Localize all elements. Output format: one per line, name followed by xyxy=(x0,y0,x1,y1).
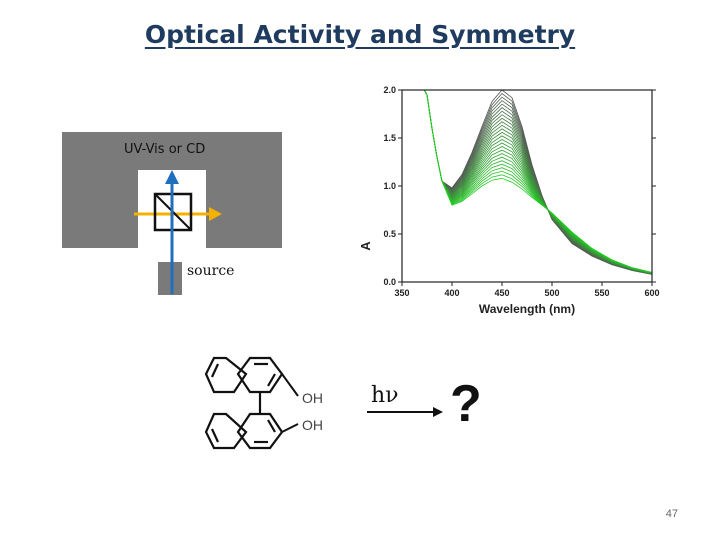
lower-oh-label: OH xyxy=(302,417,323,433)
x-tick-label: 450 xyxy=(494,288,509,298)
slide-title: Optical Activity and Symmetry xyxy=(144,20,576,49)
y-tick-label: 0.0 xyxy=(383,277,396,287)
lower-c-o-bond xyxy=(281,423,299,433)
binol-structure: OH OH xyxy=(204,356,323,450)
x-tick-label: 350 xyxy=(394,288,409,298)
upper-naphthalene xyxy=(204,356,284,394)
x-tick-label: 600 xyxy=(644,288,659,298)
y-tick-label: 2.0 xyxy=(383,86,396,95)
source-block xyxy=(158,262,182,295)
spectrum-series-line xyxy=(423,90,652,273)
vertical-beam-arrowhead xyxy=(165,170,179,184)
upper-c-o-bond xyxy=(281,373,299,397)
source-label: source xyxy=(187,263,235,279)
page-number: 47 xyxy=(665,508,678,520)
y-axis-label: A xyxy=(358,241,373,251)
y-tick-label: 1.0 xyxy=(383,181,396,191)
upper-oh-label: OH xyxy=(302,390,323,406)
horizontal-beam-arrowhead xyxy=(209,207,222,221)
x-tick-label: 550 xyxy=(594,288,609,298)
y-tick-label: 1.5 xyxy=(383,133,396,143)
x-tick-label: 500 xyxy=(544,288,559,298)
photon-label: hν xyxy=(371,383,399,408)
unknown-product: ? xyxy=(450,375,482,433)
spectrum-series-line xyxy=(423,90,652,275)
y-tick-label: 0.5 xyxy=(383,229,396,239)
plot-axes: 350 400 450 500 550 600 0.0 0.5 1.0 1.5 2.0 xyxy=(383,86,659,298)
instrument-label: UV-Vis or CD xyxy=(124,142,206,157)
spectrometer-diagram xyxy=(62,132,282,295)
spectrum-series-group xyxy=(423,90,652,275)
lower-naphthalene xyxy=(204,412,284,450)
x-tick-label: 400 xyxy=(444,288,459,298)
absorbance-spectrum-chart: 350 400 450 500 550 600 0.0 0.5 1.0 1.5 2.0 Wavele… xyxy=(358,86,660,316)
x-axis-label: Wavelength (nm) xyxy=(479,302,575,316)
reaction-arrow xyxy=(367,407,443,417)
